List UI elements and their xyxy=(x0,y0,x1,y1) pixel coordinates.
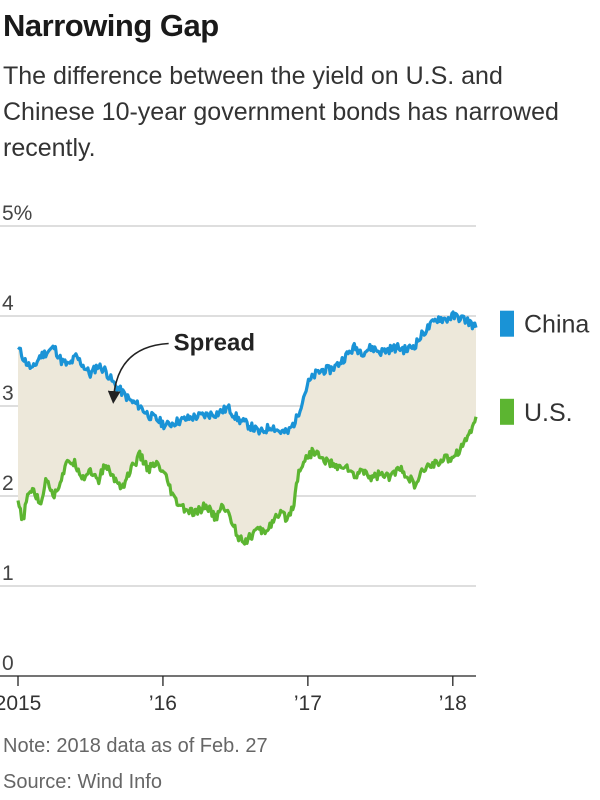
chart-subtitle: The difference between the yield on U.S.… xyxy=(3,62,559,162)
y-axis-labels: 0 1 2 3 4 5% xyxy=(2,202,32,675)
y-tick-label-4: 4 xyxy=(2,292,14,315)
spread-annotation: Spread xyxy=(107,330,255,404)
series-lines xyxy=(16,310,478,546)
x-tick-label-2016: ’16 xyxy=(149,692,177,715)
spread-label: Spread xyxy=(174,330,255,357)
y-tick-label-5: 5% xyxy=(2,202,32,225)
y-tick-label-0: 0 xyxy=(2,652,14,675)
x-tick-label-2015: 2015 xyxy=(0,692,41,715)
legend: China U.S. xyxy=(500,310,589,427)
legend-label-china: China xyxy=(524,311,589,339)
legend-swatch-us xyxy=(500,398,514,425)
y-tick-label-1: 1 xyxy=(2,562,14,585)
series-line-us xyxy=(16,416,478,546)
chart-note: Note: 2018 data as of Feb. 27 xyxy=(3,735,268,757)
x-tick-label-2017: ’17 xyxy=(294,692,322,715)
series-line-china xyxy=(17,310,478,436)
chart-title: Narrowing Gap xyxy=(3,8,219,43)
grid-lines xyxy=(0,225,476,677)
spread-arrow xyxy=(107,342,169,404)
x-axis: 2015 ’16 ’17 ’18 xyxy=(0,676,467,715)
x-tick-label-2018: ’18 xyxy=(439,692,467,715)
legend-label-us: U.S. xyxy=(524,399,573,427)
chart-source: Source: Wind Info xyxy=(3,771,162,793)
y-tick-label-2: 2 xyxy=(2,472,14,495)
legend-swatch-china xyxy=(500,310,514,337)
y-tick-label-3: 3 xyxy=(2,382,14,405)
